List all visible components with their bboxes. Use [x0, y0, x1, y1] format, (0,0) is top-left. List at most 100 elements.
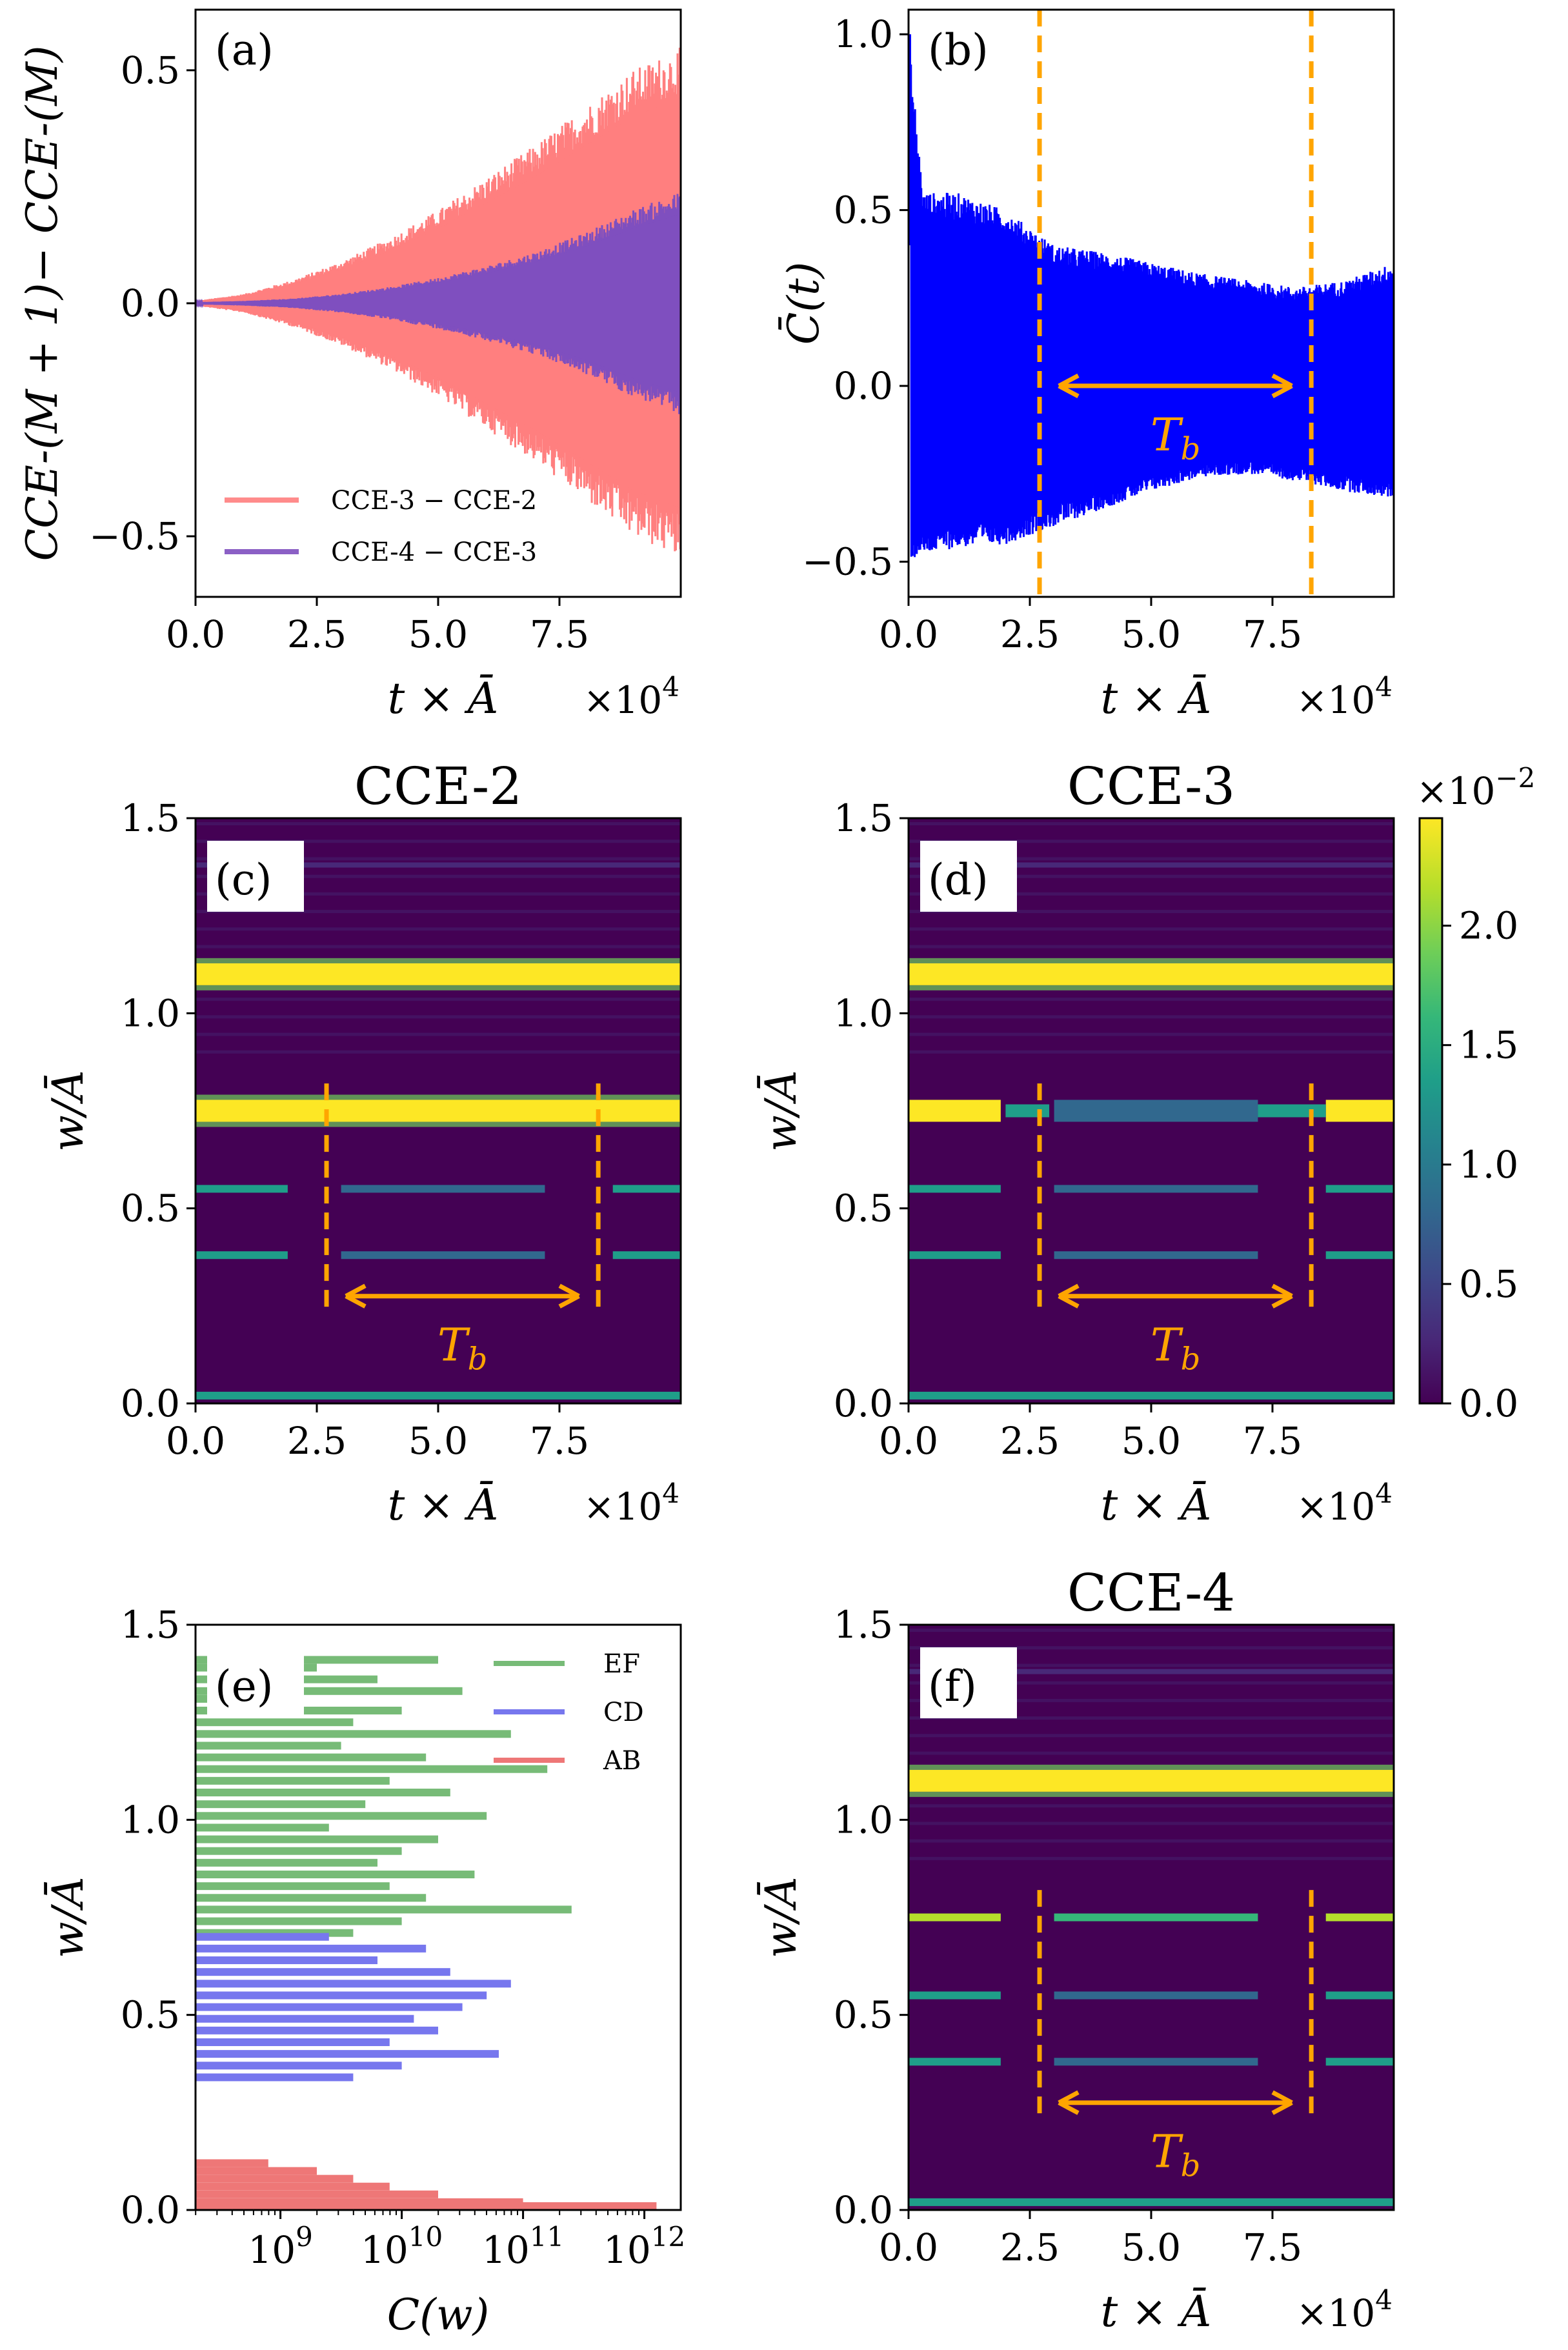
tb-arrow-head-right-c	[558, 1283, 580, 1309]
heatmap-band-f	[909, 2198, 1394, 2206]
heatmap-band-f	[909, 1669, 1394, 1674]
signal-line	[910, 64, 1395, 557]
ytick-label-f: 1.0	[834, 1798, 893, 1842]
xtick-label-b: 2.5	[1000, 612, 1060, 656]
heatmap-band-fade-d	[1258, 1104, 1326, 1118]
panel-title-f: CCE-4	[1067, 1563, 1235, 1623]
legend-label-ef: EF	[603, 1649, 640, 1679]
x-multiplier-f: ×104	[1296, 2284, 1392, 2335]
xtick-label-b: 7.5	[1243, 612, 1302, 656]
heatmap-texture-d	[909, 857, 1394, 861]
bar-ab	[196, 2159, 268, 2167]
panel-label-box-d	[920, 841, 1017, 912]
ytick-label-b: 0.0	[834, 364, 893, 408]
xtick-label-c: 0.0	[166, 1419, 225, 1463]
heatmap-texture-f	[909, 1716, 1394, 1720]
xtick-label-a: 0.0	[166, 612, 225, 656]
heatmap-texture-f	[909, 1822, 1394, 1825]
panel-label-f: (f)	[928, 1662, 977, 1711]
panel-a: −0.5 0.0 0.5 0.0 2.5 5.0 7.5 ×104 t × Ā CCE-(M + …	[17, 8, 682, 723]
bar-cd	[196, 2026, 438, 2034]
ytick-label-b: 0.5	[834, 188, 893, 232]
tb-label-b: Tb	[1151, 408, 1200, 467]
bar-ef	[196, 1823, 329, 1832]
bar-cd	[196, 2038, 390, 2046]
bar-cd	[196, 2050, 499, 2058]
heatmap-band-segment-f	[1325, 2058, 1394, 2066]
bar-ab	[196, 2174, 354, 2183]
heatmap-texture-d	[909, 910, 1394, 914]
xtick-label-f: 0.0	[879, 2225, 938, 2269]
bar-cd	[196, 1956, 377, 1965]
ytick-label-f: 1.5	[834, 1603, 893, 1647]
panel-b: Tb −0.5 0.0 0.5 1.0 0.0 2.5 5.0 7.5 ×104 t × Ā C̄(t…	[779, 8, 1395, 723]
colorbar: 0.0 0.5 1.0 1.5 2.0 ×10−2	[1416, 762, 1535, 1425]
colorbar-multiplier: ×10−2	[1416, 762, 1535, 813]
heatmap-texture-c	[196, 892, 681, 896]
ytick-label-f: 0.0	[834, 2188, 893, 2232]
heatmap-texture-f	[909, 1804, 1394, 1808]
xlabel-a: t × Ā	[388, 674, 498, 723]
xtick-label-c: 5.0	[408, 1419, 468, 1463]
ytick-label-f: 0.5	[834, 1993, 893, 2037]
tb-label-d: Tb	[1151, 1319, 1200, 1378]
bar-ef	[196, 1870, 475, 1878]
series-line-cce3-cce2	[194, 47, 682, 552]
tb-label-f: Tb	[1151, 2125, 1200, 2184]
bar-ef	[196, 1858, 377, 1867]
x-multiplier-b: ×104	[1296, 671, 1392, 722]
heatmap-texture-f	[909, 1839, 1394, 1843]
bar-ef	[196, 1742, 341, 1750]
bar-ef	[196, 1917, 402, 1925]
tb-arrow-head-right-f	[1271, 2090, 1293, 2115]
heatmap-band-c	[196, 1391, 681, 1400]
heatmap-texture-f	[909, 1734, 1394, 1738]
bar-cd	[196, 2014, 414, 2023]
bar-ef	[196, 1789, 450, 1797]
heatmap-texture-d	[909, 839, 1394, 843]
tb-arrow-head-right-b	[1271, 373, 1293, 399]
heatmap-texture-f	[909, 1751, 1394, 1755]
legend-label-cce4-cce3: CCE-4 − CCE-3	[331, 537, 537, 567]
panel-label-box-c	[207, 841, 304, 912]
panel-f: Tb 0.0 0.5 1.0 1.5 0.0 2.5 5.0 7.5 ×104 t × Ā w/Ā (f…	[756, 1563, 1395, 2336]
heatmap-band-segment-c	[438, 1251, 545, 1260]
heatmap-band-segment-d	[1054, 1185, 1151, 1193]
bar-ef	[196, 1800, 366, 1809]
heatmap-texture-d	[909, 927, 1394, 931]
ytick-label-e: 0.5	[121, 1993, 180, 2037]
ylabel-a: CCE-(M + 1)− CCE-(M)	[17, 45, 67, 561]
panel-label-c: (c)	[215, 855, 272, 905]
heatmap-band-edge-c	[196, 958, 681, 963]
panel-label-d: (d)	[928, 855, 989, 905]
heatmap-band-segment-d	[1151, 1185, 1258, 1193]
heatmap-texture-c	[196, 874, 681, 878]
panel-d: Tb 0.0 0.5 1.0 1.5 0.0 2.5 5.0 7.5 ×104 t × Ā w/Ā (d…	[756, 756, 1395, 1530]
colorbar-tick-label: 0.0	[1459, 1381, 1518, 1425]
heatmap-texture-c	[196, 1032, 681, 1036]
heatmap-band-segment-d	[1054, 1251, 1151, 1260]
heatmap-band-segment-f	[909, 1913, 1001, 1922]
ylabel-f: w/Ā	[756, 1876, 806, 1958]
xtick-label-e: 1012	[603, 2221, 685, 2272]
heatmap-band-segment-d	[1151, 1251, 1258, 1260]
bar-cd	[196, 1968, 450, 1976]
ytick-label-e: 0.0	[121, 2188, 180, 2232]
x-multiplier-c: ×104	[583, 1478, 679, 1529]
ylabel-e: w/Ā	[43, 1876, 93, 1958]
bar-cd	[196, 1933, 329, 1941]
heatmap-texture-d	[909, 1050, 1394, 1054]
tb-arrow-head-right-d	[1271, 1283, 1293, 1309]
heatmap-band-segment-f	[1151, 1991, 1258, 2000]
heatmap-texture-f	[909, 1698, 1394, 1702]
xlabel-e: C(w)	[387, 2290, 490, 2340]
xtick-label-a: 5.0	[408, 612, 468, 656]
heatmap-band-fade-d	[1005, 1104, 1050, 1118]
panel-label-a: (a)	[215, 25, 274, 75]
heatmap-band-edge-d	[909, 985, 1394, 990]
bar-ef	[196, 1812, 487, 1820]
heatmap-band-segment-f	[1325, 1913, 1394, 1922]
heatmap-band-d	[909, 862, 1394, 868]
xtick-label-e: 1010	[361, 2221, 443, 2272]
